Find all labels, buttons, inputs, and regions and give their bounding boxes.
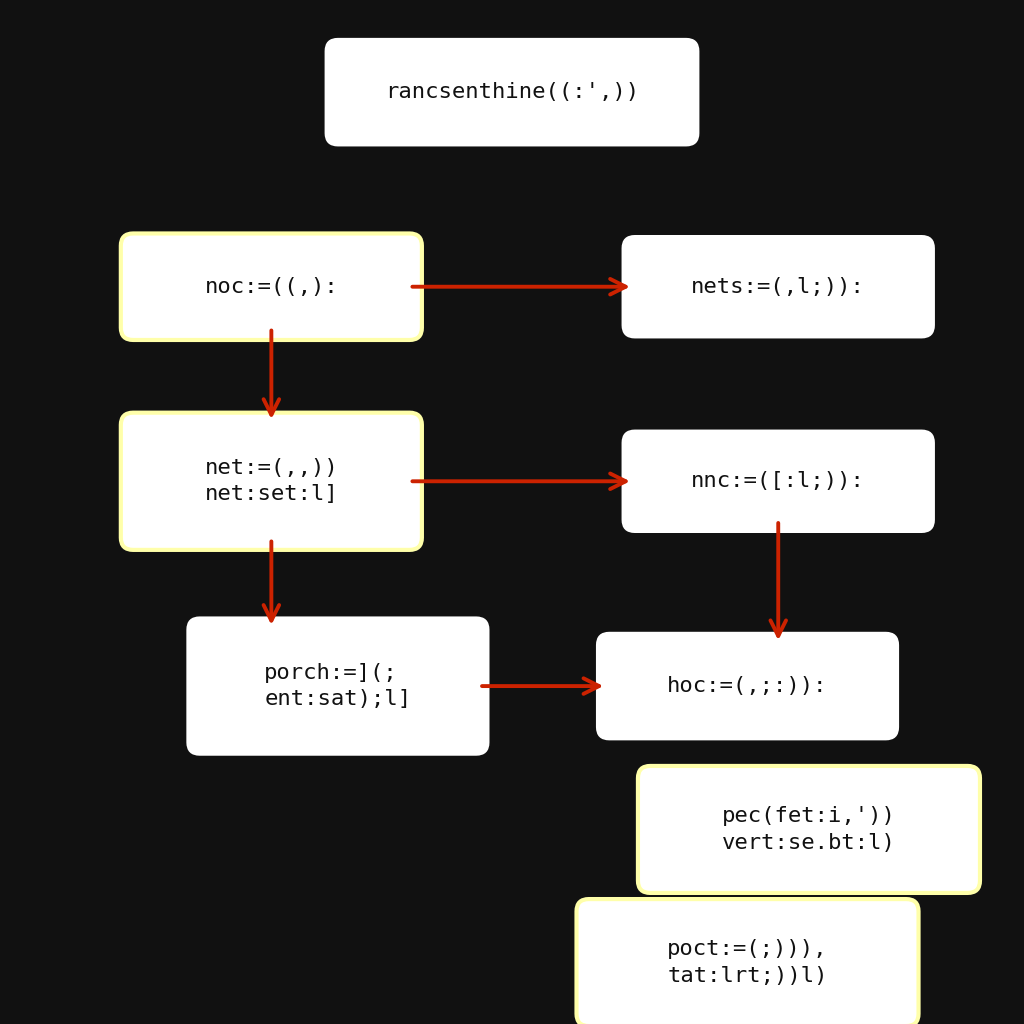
Text: rancsenthine((:',)): rancsenthine((:',)): [385, 82, 639, 102]
Text: nnc:=([:l;)):: nnc:=([:l;)):: [691, 471, 865, 492]
Text: noc:=((,):: noc:=((,):: [205, 276, 338, 297]
FancyBboxPatch shape: [623, 430, 934, 532]
Text: porch:=](;
ent:sat);l]: porch:=](; ent:sat);l]: [264, 663, 412, 710]
FancyBboxPatch shape: [597, 633, 898, 739]
FancyBboxPatch shape: [577, 899, 919, 1024]
Text: poct:=(;))),
tat:lrt;))l): poct:=(;))), tat:lrt;))l): [668, 939, 827, 986]
FancyBboxPatch shape: [638, 766, 980, 893]
FancyBboxPatch shape: [326, 39, 698, 145]
Text: nets:=(,l;)):: nets:=(,l;)):: [691, 276, 865, 297]
Text: hoc:=(,;:)):: hoc:=(,;:)):: [668, 676, 827, 696]
Text: net:=(,,))
net:set:l]: net:=(,,)) net:set:l]: [205, 458, 338, 505]
FancyBboxPatch shape: [121, 413, 422, 550]
FancyBboxPatch shape: [623, 237, 934, 338]
Text: pec(fet:i,'))
vert:se.bt:l): pec(fet:i,')) vert:se.bt:l): [722, 806, 896, 853]
FancyBboxPatch shape: [187, 617, 488, 755]
FancyBboxPatch shape: [121, 233, 422, 340]
